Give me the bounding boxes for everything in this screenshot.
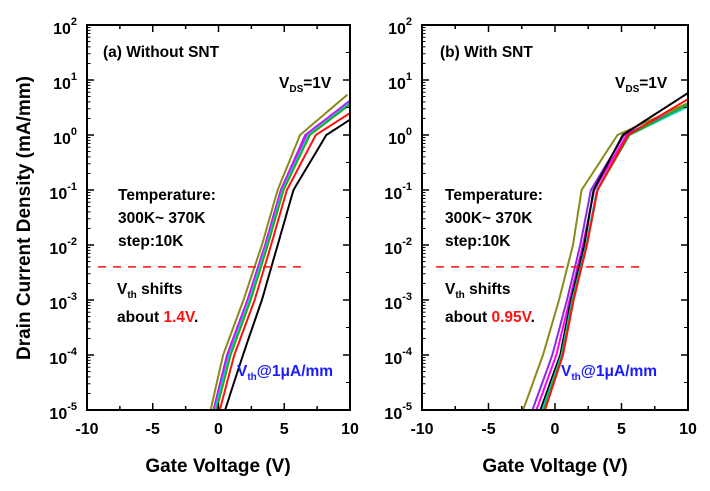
- y-tick-label: 10-1: [49, 181, 77, 203]
- curve-olive: [522, 102, 689, 411]
- temperature-annotation: step:10K: [445, 233, 511, 250]
- y-tick-label: 100: [53, 126, 77, 148]
- y-tick-label: 10-2: [384, 236, 412, 258]
- x-axis-label-b: Gate Voltage (V): [482, 456, 627, 477]
- y-tick-label: 101: [53, 71, 77, 93]
- curve-olive: [209, 93, 349, 411]
- y-tick-label: 10-3: [384, 291, 412, 313]
- vth-shift-annotation: Vth shifts: [445, 281, 510, 301]
- temperature-annotation: 300K~ 370K: [445, 210, 533, 227]
- vth-criterion-annotation: Vth@1μA/mm: [237, 363, 333, 383]
- x-tick-label: -10: [410, 421, 433, 438]
- y-tick-label: 102: [53, 16, 77, 38]
- curve-green: [215, 103, 351, 411]
- curve-red: [218, 112, 351, 411]
- y-tick-label: 10-5: [49, 401, 77, 423]
- panel-title: (a) Without SNT: [103, 44, 220, 61]
- y-tick-label: 10-2: [49, 236, 77, 258]
- panel-a: Gate Voltage (V) -10 -5 0 5 10 102 101 100 10-1 1…: [49, 16, 359, 477]
- y-tick-label: 102: [388, 16, 412, 38]
- shift-value-annotation: about 0.95V.: [445, 309, 535, 326]
- x-tick-label: 10: [341, 421, 359, 438]
- shift-value-annotation: about 1.4V.: [117, 309, 198, 326]
- temperature-annotation: 300K~ 370K: [118, 210, 206, 227]
- vds-annotation: VDS=1V: [279, 75, 332, 95]
- curve-magenta: [535, 104, 689, 411]
- temperature-annotation: Temperature:: [118, 187, 216, 204]
- x-tick-label: -5: [146, 421, 160, 438]
- x-axis-label-a: Gate Voltage (V): [145, 456, 290, 477]
- vth-criterion-annotation: Vth@1μA/mm: [561, 363, 657, 383]
- temperature-annotation: Temperature:: [445, 187, 543, 204]
- y-tick-label: 10-4: [49, 346, 77, 368]
- vth-shift-annotation: Vth shifts: [117, 281, 182, 301]
- shift-value: 0.95V: [492, 309, 533, 326]
- y-tick-label: 101: [388, 71, 412, 93]
- temperature-annotation: step:10K: [118, 233, 184, 250]
- y-axis-label: Drain Current Density (mA/mm): [14, 76, 35, 360]
- shift-value: 1.4V: [164, 309, 197, 326]
- x-tick-label: 0: [214, 421, 223, 438]
- curve-black: [224, 118, 351, 411]
- y-tick-label: 10-4: [384, 346, 412, 368]
- y-tick-label: 10-5: [384, 401, 412, 423]
- y-tick-label: 10-3: [49, 291, 77, 313]
- panel-b: Gate Voltage (V) -10 -5 0 5 10 102 101 100 10-1 1…: [384, 16, 697, 477]
- x-tick-label: 0: [551, 421, 560, 438]
- vds-annotation: VDS=1V: [615, 75, 668, 95]
- curve-magenta: [213, 101, 351, 411]
- curve-red: [544, 98, 689, 411]
- y-tick-label: 10-1: [384, 181, 412, 203]
- x-tick-label: 10: [679, 421, 697, 438]
- x-tick-label: -5: [481, 421, 495, 438]
- x-tick-label: 5: [280, 421, 289, 438]
- x-tick-label: 5: [617, 421, 626, 438]
- y-tick-label: 100: [388, 126, 412, 148]
- curve-black: [539, 92, 689, 411]
- panel-title: (b) With SNT: [440, 44, 533, 61]
- x-tick-label: -10: [75, 421, 98, 438]
